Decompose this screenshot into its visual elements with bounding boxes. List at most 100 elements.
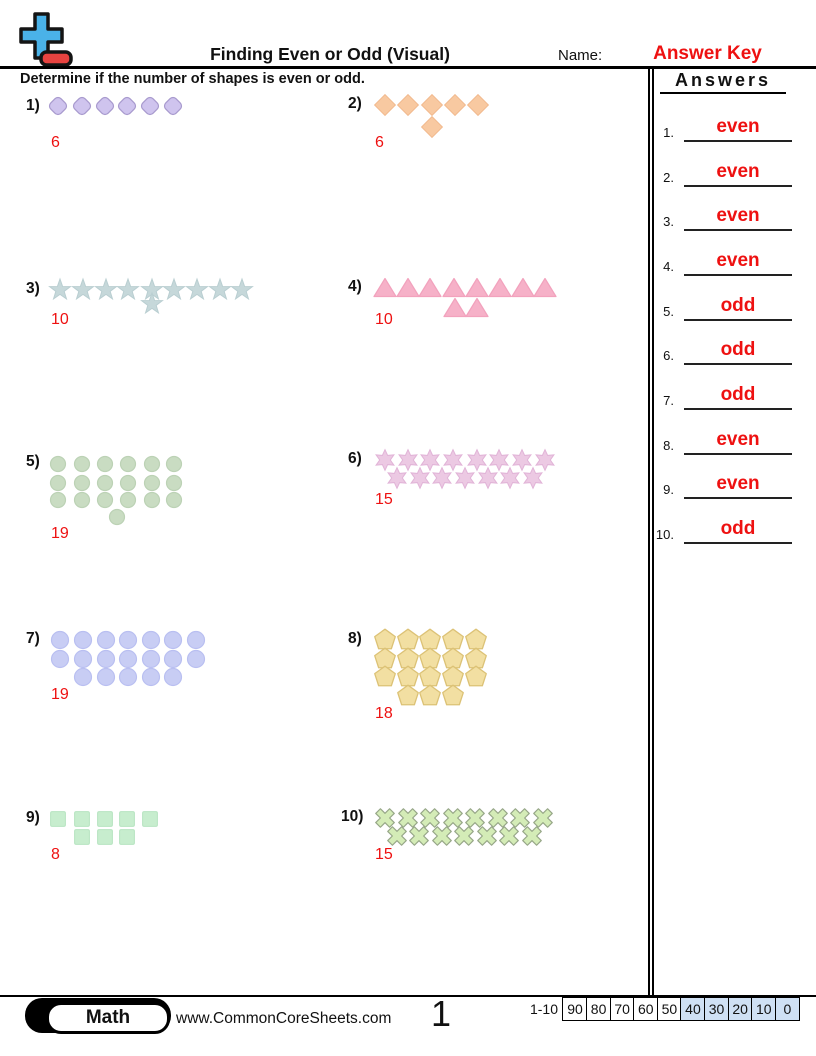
answer-number: 8. [663,438,674,453]
answer-value: odd [720,518,756,539]
shape-star-6 [443,448,463,472]
shape-pentagon [442,684,464,706]
problem-number-label: 9) [26,809,40,826]
shape-pentagon [397,684,419,706]
shape-star-6 [387,466,407,490]
shape-pentagon [419,684,441,706]
shape-triangle [533,277,557,298]
answer-number: 7. [663,393,674,408]
shape-star-6 [535,448,555,472]
shape-circle [73,667,93,687]
name-label: Name: [558,47,603,64]
shape-cross [375,808,395,828]
shape-rounded-diamond [48,96,68,116]
shape-star-5 [94,277,118,301]
shape-star-6 [523,466,543,490]
shape-circle [73,630,93,650]
shape-star-6 [500,466,520,490]
shape-cross [510,808,530,828]
shape-cross [499,826,519,846]
answer-blank-line [684,274,792,276]
shape-diamond [466,93,490,117]
problem-number-label: 7) [26,630,40,647]
answer-blank-line [684,542,792,544]
shape-circle [163,630,183,650]
answer-blank-line [684,408,792,410]
answer-value: even [716,161,760,182]
shape-triangle [511,277,535,298]
grade-cell: 50 [656,997,682,1021]
shape-circle [49,455,67,473]
shape-cross [443,808,463,828]
grade-cell: 40 [680,997,706,1021]
shape-triangle [442,277,466,298]
shape-star-5 [230,277,254,301]
answer-blank-line [684,185,792,187]
shape-circle [50,630,70,650]
problem-number-label: 4) [348,278,362,295]
shape-star-6 [375,448,395,472]
shape-star-6 [512,448,532,472]
shape-star-5 [116,277,140,301]
answer-blank-line [684,140,792,142]
shape-cross [465,808,485,828]
subject-badge-label: Math [46,1002,170,1034]
shape-circle [118,649,138,669]
answer-blank-line [684,319,792,321]
shape-circle [143,474,161,492]
grade-cell: 20 [727,997,753,1021]
problem-number-label: 10) [341,808,364,825]
page-number: 1 [430,993,452,1034]
shape-triangle [418,277,442,298]
shape-star-6 [467,448,487,472]
shape-rounded-diamond [140,96,160,116]
shape-circle [141,649,161,669]
score-range-label: 1-10 [529,1001,558,1017]
shape-count-label: 10 [51,311,69,328]
shape-circle [73,649,93,669]
shape-count-label: 19 [51,525,69,542]
shape-count-label: 15 [375,491,393,508]
shape-cross [454,826,474,846]
shape-circle [96,491,114,509]
shape-star-6 [420,448,440,472]
shape-triangle [465,277,489,298]
shape-star-5 [71,277,95,301]
shape-circle [141,630,161,650]
shape-triangle [465,297,489,318]
shape-rounded-diamond [72,96,92,116]
instruction-text: Determine if the number of shapes is eve… [20,71,365,87]
grade-cell: 90 [562,997,588,1021]
shape-cross [522,826,542,846]
shape-square [74,829,90,845]
shape-cross [432,826,452,846]
answer-value: even [716,116,760,137]
shape-circle [118,630,138,650]
shape-count-label: 18 [375,705,393,722]
answer-number: 2. [663,170,674,185]
shape-count-label: 6 [375,134,384,151]
shape-star-5 [140,291,164,315]
header-rule [0,66,816,69]
shape-circle [49,491,67,509]
shape-cross [409,826,429,846]
problem-number-label: 8) [348,630,362,647]
shape-square [97,811,113,827]
answer-number: 4. [663,259,674,274]
answer-number: 1. [663,125,674,140]
shape-cross [398,808,418,828]
shape-count-label: 8 [51,846,60,863]
problem-number-label: 5) [26,453,40,470]
shape-circle [49,474,67,492]
shape-circle [96,667,116,687]
shape-circle [108,508,126,526]
shape-square [74,811,90,827]
shape-diamond [443,93,467,117]
shape-star-5 [162,277,186,301]
page-title: Finding Even or Odd (Visual) [210,44,450,64]
shape-square [142,811,158,827]
answer-value: odd [720,339,756,360]
shape-circle [119,491,137,509]
shape-circle [163,649,183,669]
grading-scale-bar: 90 80 70 60 50 40 30 20 10 0 [562,997,800,1021]
